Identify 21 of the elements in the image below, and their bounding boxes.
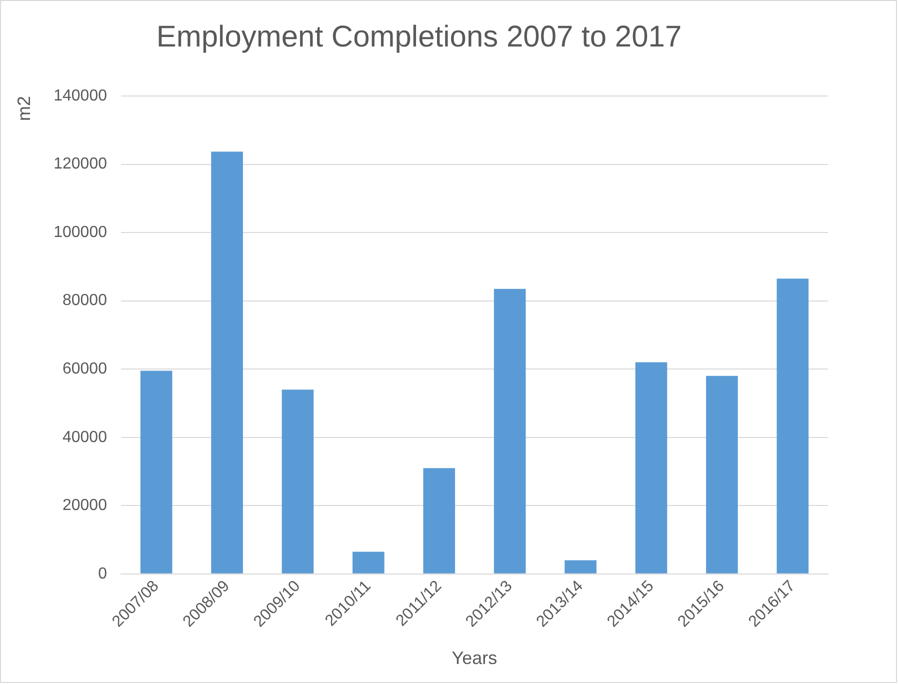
bar [635, 362, 668, 574]
y-tick-label: 80000 [62, 292, 108, 310]
y-tick-label: 20000 [62, 497, 108, 514]
y-tick-label: 0 [98, 565, 108, 582]
x-axis-title: Years [452, 648, 498, 668]
chart-title: Employment Completions 2007 to 2017 [156, 20, 682, 54]
y-tick-label: 120000 [54, 156, 108, 173]
bar [140, 370, 172, 574]
bar [564, 560, 596, 574]
bar [352, 552, 384, 574]
y-tick-label: 140000 [54, 87, 108, 104]
bar [211, 152, 243, 574]
bar [706, 376, 738, 574]
bar [776, 278, 809, 574]
y-axis-title: m2 [14, 96, 34, 122]
bar [282, 390, 314, 574]
y-tick-label: 100000 [54, 224, 108, 241]
y-tick-label: 40000 [62, 428, 108, 446]
bar [423, 468, 456, 574]
bar [494, 288, 526, 574]
y-tick-label: 60000 [62, 360, 108, 378]
